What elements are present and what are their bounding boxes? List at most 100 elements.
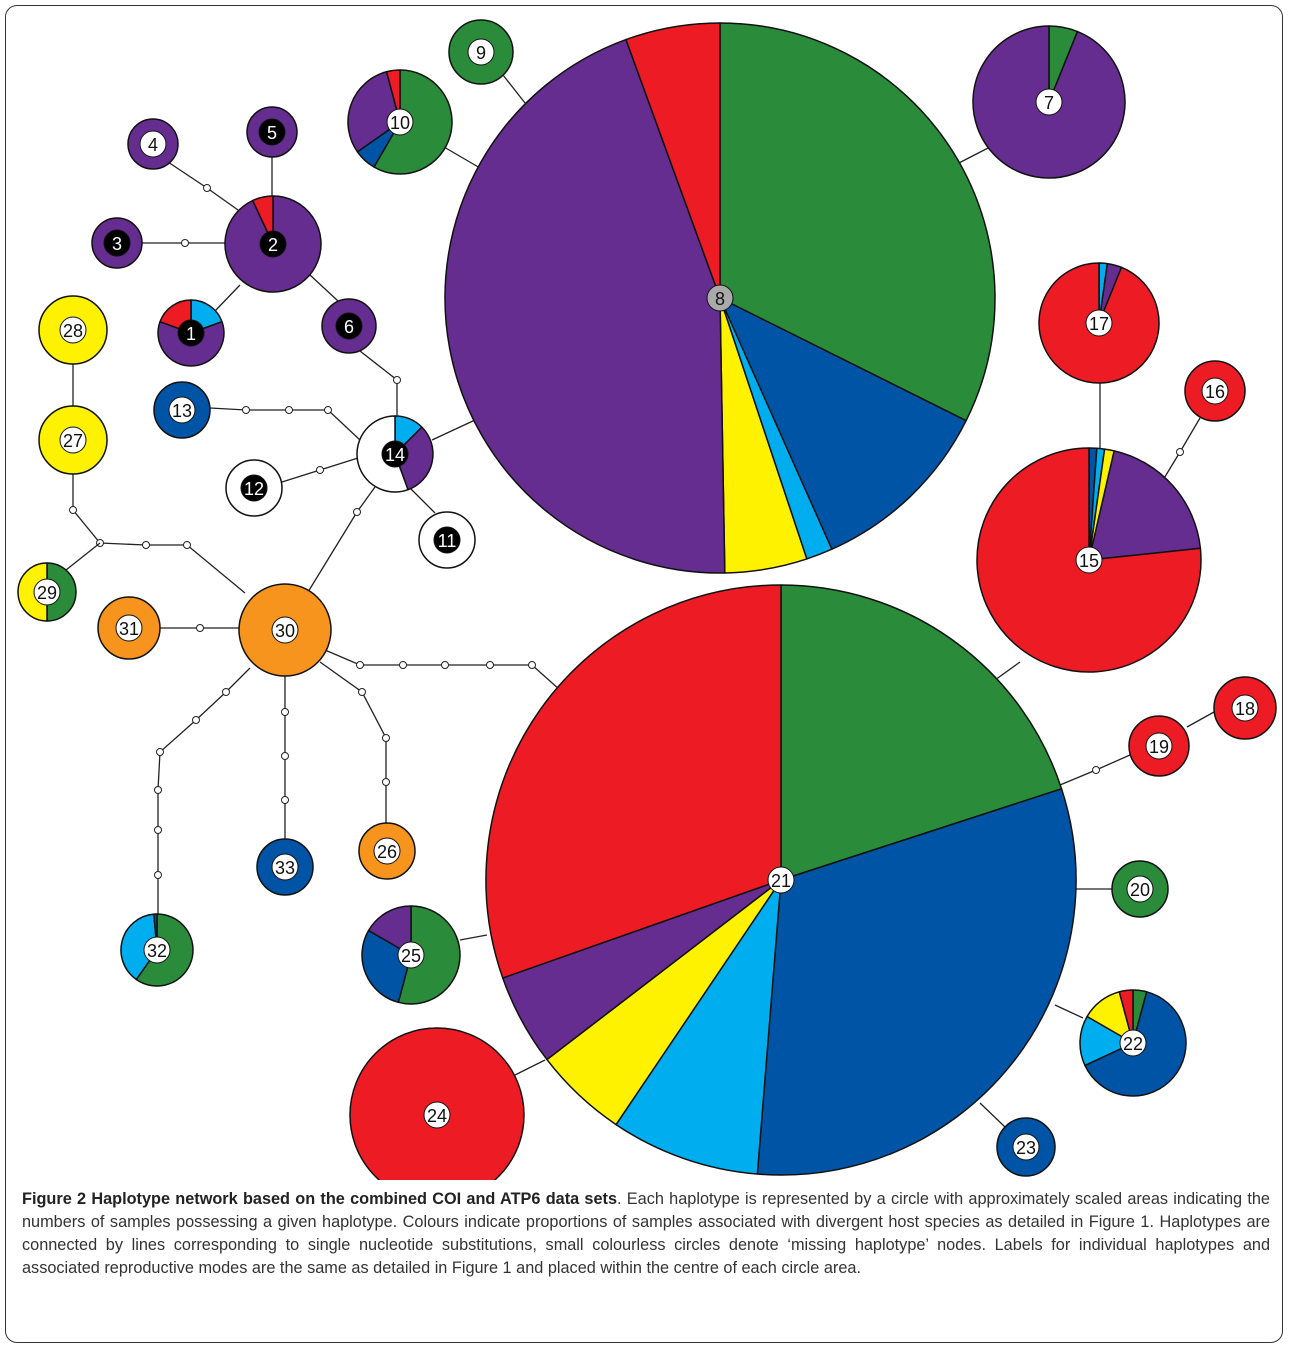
pie-slice bbox=[394, 426, 434, 491]
missing-node bbox=[393, 376, 401, 384]
node-label: 1 bbox=[186, 324, 196, 344]
node-label: 3 bbox=[112, 234, 122, 254]
node-label: 26 bbox=[377, 842, 397, 862]
edge bbox=[307, 486, 376, 593]
node-label: 11 bbox=[438, 531, 457, 551]
node-label: 4 bbox=[148, 135, 158, 155]
label-disc bbox=[1145, 732, 1173, 760]
node-label: 15 bbox=[1079, 551, 1099, 571]
missing-node bbox=[181, 239, 189, 247]
missing-node bbox=[285, 406, 293, 414]
pie-slice bbox=[17, 562, 48, 622]
pie-slice bbox=[615, 879, 782, 1175]
label-disc bbox=[271, 616, 299, 644]
label-disc bbox=[177, 319, 205, 347]
label-disc bbox=[1126, 875, 1154, 903]
node-label: 9 bbox=[476, 43, 486, 63]
node-label: 23 bbox=[1016, 1138, 1036, 1158]
label-disc bbox=[240, 474, 268, 502]
label-disc bbox=[706, 284, 734, 312]
label-disc bbox=[168, 396, 196, 424]
edge bbox=[979, 1102, 1006, 1128]
pie-slice bbox=[120, 913, 158, 981]
node-label: 21 bbox=[771, 871, 791, 891]
label-disc bbox=[335, 312, 363, 340]
label-disc bbox=[423, 1101, 451, 1129]
node-label: 16 bbox=[1205, 382, 1225, 402]
pie-slice bbox=[1088, 450, 1202, 561]
missing-node bbox=[69, 506, 77, 514]
label-disc bbox=[258, 118, 286, 146]
label-disc bbox=[115, 614, 143, 642]
node-label: 13 bbox=[172, 401, 192, 421]
missing-node bbox=[382, 778, 390, 786]
pie-slice bbox=[625, 22, 721, 299]
missing-node bbox=[142, 541, 150, 549]
edge bbox=[954, 146, 991, 166]
missing-node bbox=[353, 508, 361, 516]
missing-node bbox=[356, 661, 364, 669]
label-disc bbox=[397, 941, 425, 969]
missing-node bbox=[324, 406, 332, 414]
label-disc bbox=[59, 316, 87, 344]
missing-node bbox=[183, 541, 191, 549]
node-label: 12 bbox=[244, 479, 264, 499]
node-label: 17 bbox=[1089, 314, 1109, 334]
edge bbox=[72, 474, 246, 594]
node-label: 5 bbox=[267, 123, 277, 143]
pie-slice bbox=[444, 38, 726, 574]
missing-node bbox=[1176, 448, 1184, 456]
label-disc bbox=[1012, 1133, 1040, 1161]
caption: Figure 2 Haplotype network based on the … bbox=[22, 1188, 1270, 1280]
node-label: 7 bbox=[1044, 93, 1054, 113]
node-label: 19 bbox=[1149, 737, 1169, 757]
node-label: 18 bbox=[1235, 699, 1255, 719]
missing-node bbox=[154, 826, 162, 834]
label-disc bbox=[103, 229, 131, 257]
caption-title: Figure 2 Haplotype network based on the … bbox=[22, 1190, 618, 1208]
node-label: 33 bbox=[275, 858, 295, 878]
edge bbox=[994, 661, 1021, 681]
missing-node bbox=[192, 716, 200, 724]
label-disc bbox=[271, 853, 299, 881]
label-disc bbox=[1075, 546, 1103, 574]
frame bbox=[5, 5, 1283, 1343]
node-label: 28 bbox=[63, 321, 83, 341]
edge bbox=[1186, 711, 1215, 728]
edge bbox=[359, 350, 398, 416]
label-disc bbox=[373, 837, 401, 865]
edge bbox=[1054, 1004, 1084, 1019]
node-label: 14 bbox=[385, 445, 405, 465]
node-label: 22 bbox=[1123, 1034, 1143, 1054]
label-disc bbox=[1035, 88, 1063, 116]
missing-node bbox=[281, 708, 289, 716]
missing-node bbox=[399, 661, 407, 669]
edge bbox=[324, 649, 561, 691]
node-label: 24 bbox=[427, 1106, 447, 1126]
edge bbox=[514, 1059, 546, 1076]
edge bbox=[319, 661, 387, 823]
pie-slice bbox=[367, 905, 412, 956]
pie-slice bbox=[756, 788, 1077, 1176]
node-label: 27 bbox=[63, 431, 83, 451]
missing-node bbox=[203, 184, 211, 192]
label-disc bbox=[381, 440, 409, 468]
node-label: 29 bbox=[37, 583, 57, 603]
edge bbox=[157, 667, 251, 914]
edge bbox=[502, 74, 526, 104]
node-label: 2 bbox=[268, 235, 278, 255]
haplotype-network: 1234567891011121314151617181920212223242… bbox=[17, 19, 1277, 1180]
node-label: 6 bbox=[344, 317, 354, 337]
missing-node bbox=[281, 796, 289, 804]
label-disc bbox=[59, 426, 87, 454]
label-disc bbox=[33, 578, 61, 606]
label-disc bbox=[1231, 694, 1259, 722]
edge bbox=[65, 542, 101, 571]
missing-node bbox=[196, 624, 204, 632]
missing-node bbox=[1092, 766, 1100, 774]
pie-slice bbox=[780, 584, 1063, 881]
label-disc bbox=[139, 130, 167, 158]
missing-node bbox=[528, 661, 536, 669]
edge bbox=[409, 487, 436, 514]
label-disc bbox=[1119, 1029, 1147, 1057]
